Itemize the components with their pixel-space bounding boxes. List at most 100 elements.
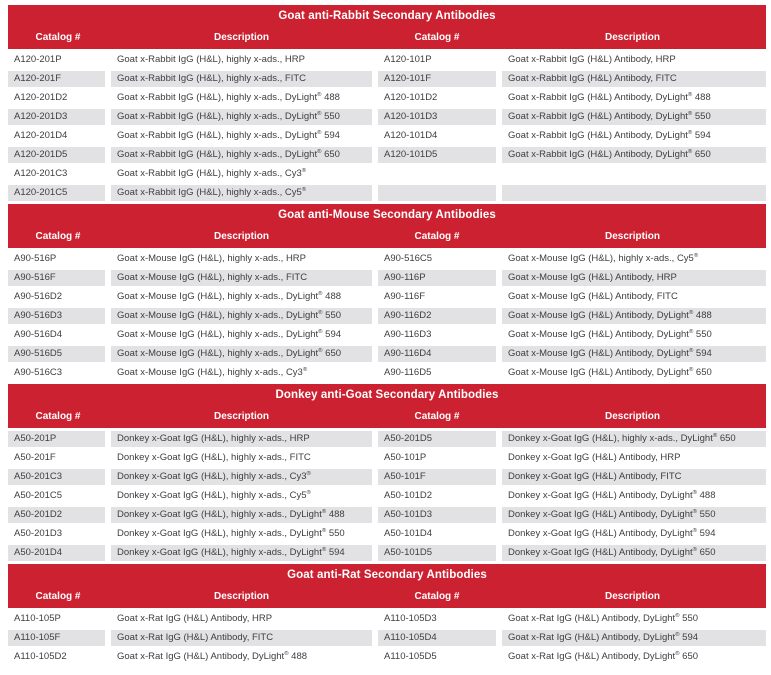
column-header-catalog: Catalog # <box>414 32 460 43</box>
table-row: A120-201F Goat x-Rabbit IgG (H&L), highly… <box>8 71 766 87</box>
catalog-cell <box>378 166 496 182</box>
description-cell: Goat x-Rabbit IgG (H&L), highly x-ads., … <box>111 147 372 163</box>
description-cell: Goat x-Rabbit IgG (H&L), highly x-ads., … <box>111 185 372 201</box>
column-header-catalog: Catalog # <box>35 591 81 602</box>
description-cell: Donkey x-Goat IgG (H&L), highly x-ads., … <box>111 526 372 542</box>
column-header-catalog: Catalog # <box>414 591 460 602</box>
column-header-row: Catalog # Description Catalog # Description <box>8 27 766 49</box>
catalog-cell: A50-201D2 <box>8 507 105 523</box>
description-cell: Goat x-Rabbit IgG (H&L), highly x-ads., … <box>111 109 372 125</box>
catalog-cell: A50-101F <box>378 469 496 485</box>
table-row: A50-201C3 Donkey x-Goat IgG (H&L), highly… <box>8 469 766 485</box>
description-cell: Goat x-Mouse IgG (H&L), highly x-ads., F… <box>111 270 372 286</box>
catalog-cell: A50-101D3 <box>378 507 496 523</box>
description-cell: Donkey x-Goat IgG (H&L) Antibody, DyLigh… <box>502 545 766 561</box>
table-row: A90-516D2 Goat x-Mouse IgG (H&L), highly … <box>8 289 766 305</box>
column-header-row: Catalog # Description Catalog # Description <box>8 226 766 248</box>
table-row: A50-201P Donkey x-Goat IgG (H&L), highly … <box>8 431 766 447</box>
table-row: A50-201D3 Donkey x-Goat IgG (H&L), highly… <box>8 526 766 542</box>
description-cell: Goat x-Mouse IgG (H&L) Antibody, DyLight… <box>502 308 766 324</box>
description-cell: Donkey x-Goat IgG (H&L), highly x-ads., … <box>111 507 372 523</box>
description-cell: Goat x-Mouse IgG (H&L), highly x-ads., C… <box>111 365 372 381</box>
catalog-cell: A90-516D2 <box>8 289 105 305</box>
table-row: A50-201D4 Donkey x-Goat IgG (H&L), highly… <box>8 545 766 561</box>
table-row: A90-516P Goat x-Mouse IgG (H&L), highly x… <box>8 251 766 267</box>
table-row: A120-201C5 Goat x-Rabbit IgG (H&L), highl… <box>8 185 766 201</box>
catalog-cell: A110-105D2 <box>8 649 105 665</box>
catalog-cell: A90-116F <box>378 289 496 305</box>
catalog-cell: A120-101D2 <box>378 90 496 106</box>
description-cell: Goat x-Rabbit IgG (H&L) Antibody, DyLigh… <box>502 109 766 125</box>
catalog-cell: A120-201P <box>8 52 105 68</box>
catalog-cell: A120-101D5 <box>378 147 496 163</box>
column-header-description: Description <box>213 231 269 242</box>
description-cell: Goat x-Rabbit IgG (H&L) Antibody, DyLigh… <box>502 90 766 106</box>
description-cell: Goat x-Rabbit IgG (H&L), highly x-ads., … <box>111 166 372 182</box>
description-cell: Goat x-Rat IgG (H&L) Antibody, DyLight® … <box>502 611 766 627</box>
table-row: A120-201P Goat x-Rabbit IgG (H&L), highly… <box>8 52 766 68</box>
table-row: A90-516D5 Goat x-Mouse IgG (H&L), highly … <box>8 346 766 362</box>
catalog-cell: A120-201D2 <box>8 90 105 106</box>
catalog-cell: A50-101D4 <box>378 526 496 542</box>
column-header-description: Description <box>604 32 660 43</box>
description-cell: Goat x-Mouse IgG (H&L), highly x-ads., H… <box>111 251 372 267</box>
catalog-cell: A50-201P <box>8 431 105 447</box>
description-cell: Goat x-Rat IgG (H&L) Antibody, FITC <box>111 630 372 646</box>
description-cell: Goat x-Mouse IgG (H&L) Antibody, DyLight… <box>502 365 766 381</box>
catalog-cell: A90-516C5 <box>378 251 496 267</box>
catalog-cell: A50-101D2 <box>378 488 496 504</box>
description-cell: Goat x-Mouse IgG (H&L), highly x-ads., D… <box>111 346 372 362</box>
description-cell: Goat x-Rabbit IgG (H&L), highly x-ads., … <box>111 52 372 68</box>
catalog-cell: A90-116D2 <box>378 308 496 324</box>
catalog-cell: A50-201D4 <box>8 545 105 561</box>
catalog-cell: A50-101P <box>378 450 496 466</box>
catalog-cell: A90-516D3 <box>8 308 105 324</box>
description-cell: Goat x-Mouse IgG (H&L), highly x-ads., D… <box>111 308 372 324</box>
section-title: Goat anti-Rat Secondary Antibodies <box>8 564 766 586</box>
description-cell: Donkey x-Goat IgG (H&L) Antibody, DyLigh… <box>502 526 766 542</box>
description-cell: Goat x-Mouse IgG (H&L), highly x-ads., C… <box>502 251 766 267</box>
catalog-cell: A120-101D4 <box>378 128 496 144</box>
column-header-catalog: Catalog # <box>35 411 81 422</box>
table-row: A120-201D4 Goat x-Rabbit IgG (H&L), highl… <box>8 128 766 144</box>
description-cell: Donkey x-Goat IgG (H&L), highly x-ads., … <box>111 431 372 447</box>
table-row: A50-201C5 Donkey x-Goat IgG (H&L), highly… <box>8 488 766 504</box>
description-cell: Goat x-Rat IgG (H&L) Antibody, DyLight® … <box>502 630 766 646</box>
description-cell: Donkey x-Goat IgG (H&L), highly x-ads., … <box>502 431 766 447</box>
description-cell: Goat x-Rat IgG (H&L) Antibody, DyLight® … <box>111 649 372 665</box>
description-cell: Goat x-Rabbit IgG (H&L), highly x-ads., … <box>111 128 372 144</box>
catalog-cell: A120-101P <box>378 52 496 68</box>
catalog-cell: A120-101F <box>378 71 496 87</box>
table-row: A110-105P Goat x-Rat IgG (H&L) Antibody, … <box>8 611 766 627</box>
table-row: A120-201D5 Goat x-Rabbit IgG (H&L), highl… <box>8 147 766 163</box>
column-header-description: Description <box>213 32 269 43</box>
description-cell: Goat x-Rabbit IgG (H&L) Antibody, FITC <box>502 71 766 87</box>
table-row: A120-201D2 Goat x-Rabbit IgG (H&L), highl… <box>8 90 766 106</box>
section-title: Goat anti-Mouse Secondary Antibodies <box>8 204 766 226</box>
description-cell: Goat x-Rabbit IgG (H&L) Antibody, HRP <box>502 52 766 68</box>
catalog-cell: A90-116D4 <box>378 346 496 362</box>
catalog-cell: A120-201D5 <box>8 147 105 163</box>
catalog-cell: A50-201C5 <box>8 488 105 504</box>
description-cell: Donkey x-Goat IgG (H&L) Antibody, FITC <box>502 469 766 485</box>
catalog-cell: A120-201C3 <box>8 166 105 182</box>
section-table: Goat anti-Mouse Secondary Antibodies Cata… <box>8 204 766 381</box>
catalog-cell: A120-101D3 <box>378 109 496 125</box>
catalog-cell: A110-105D4 <box>378 630 496 646</box>
catalog-cell: A120-201F <box>8 71 105 87</box>
description-cell: Donkey x-Goat IgG (H&L), highly x-ads., … <box>111 450 372 466</box>
table-row: A50-201F Donkey x-Goat IgG (H&L), highly … <box>8 450 766 466</box>
catalog-cell <box>378 185 496 201</box>
column-header-description: Description <box>604 231 660 242</box>
section-table: Donkey anti-Goat Secondary Antibodies Cat… <box>8 384 766 561</box>
description-cell: Goat x-Mouse IgG (H&L), highly x-ads., D… <box>111 289 372 305</box>
column-header-catalog: Catalog # <box>414 231 460 242</box>
antibody-catalog-tables: Goat anti-Rabbit Secondary Antibodies Cat… <box>8 5 766 665</box>
catalog-cell: A50-201D3 <box>8 526 105 542</box>
catalog-cell: A50-201D5 <box>378 431 496 447</box>
column-header-catalog: Catalog # <box>35 32 81 43</box>
table-row: A90-516D3 Goat x-Mouse IgG (H&L), highly … <box>8 308 766 324</box>
catalog-cell: A90-516D4 <box>8 327 105 343</box>
description-cell: Donkey x-Goat IgG (H&L) Antibody, DyLigh… <box>502 507 766 523</box>
description-cell <box>502 166 766 182</box>
